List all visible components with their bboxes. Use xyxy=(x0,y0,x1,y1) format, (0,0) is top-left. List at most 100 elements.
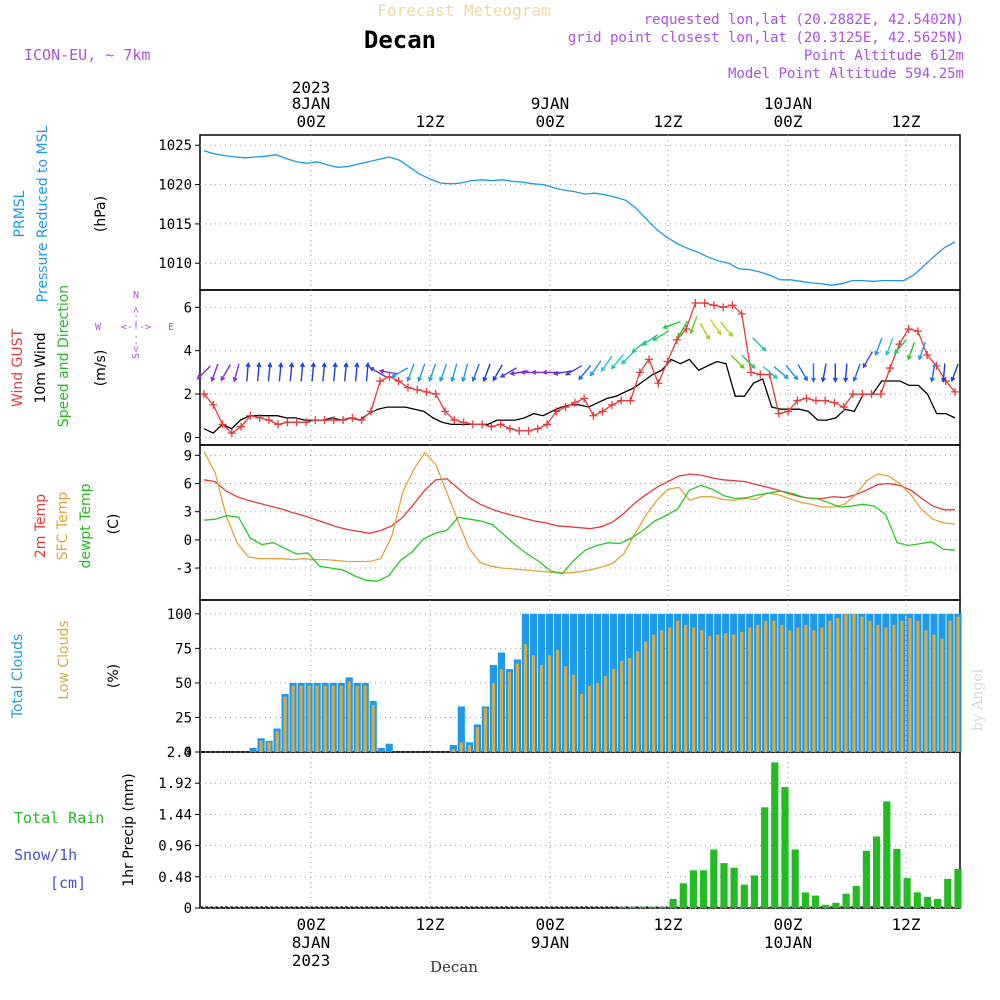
wind-gust-marker xyxy=(209,400,218,409)
ytick-label-clouds: 50 xyxy=(175,676,192,692)
low-cloud-bar xyxy=(275,731,279,752)
low-cloud-bar xyxy=(371,705,375,752)
low-cloud-bar xyxy=(756,624,760,752)
rain-bar xyxy=(903,878,911,908)
top-axis-date: 9JAN xyxy=(531,94,570,113)
location-title: Decan xyxy=(364,26,436,54)
ytick-label-clouds: 75 xyxy=(175,641,192,657)
pressure-series xyxy=(203,150,956,286)
wind-gust-marker xyxy=(737,309,746,318)
rain-bar xyxy=(934,898,942,908)
low-cloud-bar xyxy=(796,627,800,752)
rain-bar xyxy=(873,836,881,908)
bottom-axis-date: 8JAN xyxy=(292,933,331,952)
ytick-label-pressure: 1020 xyxy=(158,178,192,194)
wind-gust-marker xyxy=(487,422,496,431)
wind-10m-line xyxy=(203,358,956,434)
wind-direction-arrow xyxy=(471,363,480,383)
low-cloud-bar xyxy=(956,616,960,752)
low-cloud-bar xyxy=(844,613,848,752)
rain-bar xyxy=(618,906,626,908)
wind-gust-marker xyxy=(403,383,412,392)
pressure-label-full: Pressure Reduced to MSL xyxy=(35,125,51,302)
low-cloud-bar xyxy=(483,707,487,752)
panel-frames xyxy=(199,134,961,909)
wind-gust-marker xyxy=(320,416,329,425)
total-clouds-label: Total Clouds xyxy=(10,634,26,719)
low-cloud-bar xyxy=(331,685,335,752)
snow-label: Snow/1h xyxy=(14,846,77,864)
ytick-label-wind: 2 xyxy=(184,387,192,403)
low-cloud-bar xyxy=(948,620,952,752)
wind-direction-arrow xyxy=(720,321,734,338)
rain-bar xyxy=(923,897,932,908)
wind-direction-arrow xyxy=(621,350,636,365)
wind-direction-arrow xyxy=(852,363,861,383)
low-cloud-bar xyxy=(603,676,608,752)
wind-gust-marker xyxy=(811,396,820,405)
ytick-label-precip: 1.44 xyxy=(158,807,192,823)
wind-gust-marker xyxy=(886,364,895,373)
low-cloud-bar xyxy=(579,694,584,752)
bottom-axis-time: 12Z xyxy=(416,915,445,934)
compass-w: W xyxy=(95,322,102,333)
low-cloud-bar xyxy=(772,620,776,752)
footer-location: Decan xyxy=(430,958,478,976)
wind-direction-arrow xyxy=(369,367,387,378)
wind-gust-marker xyxy=(311,416,320,425)
wind-direction-arrow xyxy=(641,334,659,346)
top-axis-time: 00Z xyxy=(536,112,565,131)
low-cloud-bar xyxy=(323,685,327,752)
rain-bar xyxy=(649,906,657,908)
wind-direction-arrow xyxy=(862,351,874,369)
wind-gust-marker xyxy=(496,420,505,429)
forecast-title: Forecast Meteogram xyxy=(377,1,550,20)
ytick-label-temperature: -3 xyxy=(175,561,192,577)
grid-point-coords: grid point closest lon,lat (20.3125E, 42… xyxy=(568,30,964,46)
wind-gust-marker xyxy=(524,426,533,435)
rain-bar xyxy=(689,870,697,908)
low-cloud-bar xyxy=(531,655,535,752)
wind-dir-label: Speed and Direction xyxy=(56,285,72,427)
wind-gust-marker xyxy=(329,416,338,425)
ytick-label-clouds: 25 xyxy=(175,710,192,726)
low-cloud-bar xyxy=(571,674,576,752)
wind-gust-marker xyxy=(283,418,292,427)
pressure-label-prmsl: PRMSL xyxy=(12,190,28,237)
wind-gust-marker xyxy=(876,390,885,399)
compass-ns-arrow: --> xyxy=(131,307,142,325)
wind-gust-marker xyxy=(913,327,922,336)
total-cloud-bar xyxy=(449,745,457,752)
wind-gust-marker xyxy=(663,357,672,366)
low-cloud-bar xyxy=(459,742,463,752)
low-cloud-bar xyxy=(868,620,872,752)
wind-gust-marker xyxy=(691,299,700,308)
low-cloud-bar xyxy=(347,681,351,752)
low-cloud-bar xyxy=(692,627,696,752)
wind-gust-marker xyxy=(339,416,348,425)
temp-dewpt-label: dewpt Temp xyxy=(78,483,94,568)
rain-bar xyxy=(750,875,759,908)
wind-direction-arrow xyxy=(461,363,469,383)
ytick-label-precip: 0.48 xyxy=(158,870,192,886)
wind-gust-label: Wind GUST xyxy=(10,328,26,407)
wind-gust-marker xyxy=(348,413,357,422)
rain-bar xyxy=(720,863,728,908)
low-cloud-bar xyxy=(764,620,768,752)
model-label: ICON-EU, ~ 7km xyxy=(24,46,150,64)
wind-direction-arrow xyxy=(332,361,338,382)
top-axis-year: 2023 xyxy=(292,78,331,97)
temp-sfc-line xyxy=(203,451,956,574)
low-cloud-bar xyxy=(748,627,752,752)
low-cloud-bar xyxy=(860,616,864,752)
wind-direction-arrow xyxy=(232,363,240,383)
rain-bar xyxy=(700,870,708,908)
temp-dewpt-line xyxy=(203,484,956,582)
low-cloud-bar xyxy=(932,634,936,752)
low-cloud-bar xyxy=(315,685,319,752)
total-cloud-bar xyxy=(385,743,393,752)
wind-gust-marker xyxy=(227,429,236,438)
low-cloud-bar xyxy=(876,624,880,752)
wind-direction-arrow xyxy=(662,320,681,330)
low-cloud-bar xyxy=(475,727,479,752)
